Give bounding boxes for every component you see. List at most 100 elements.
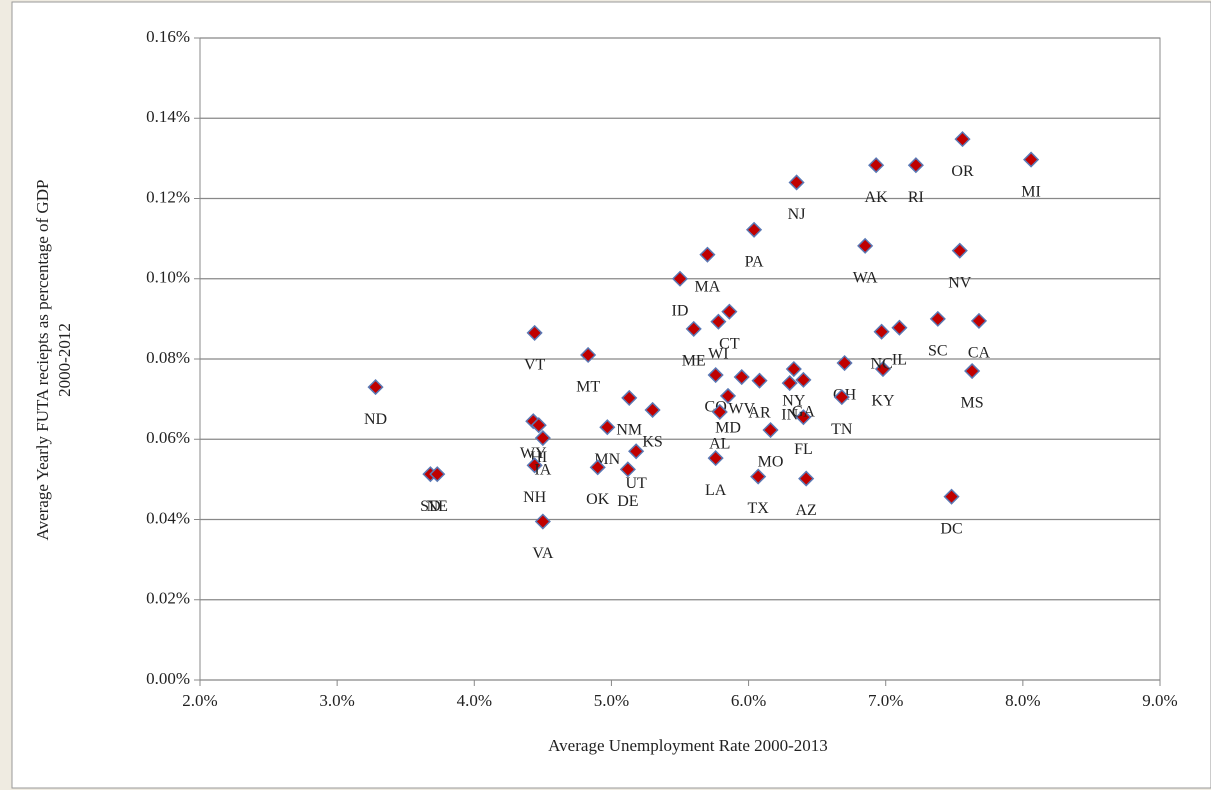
point (868, 157, 885, 174)
point-label: NH (523, 489, 547, 506)
point (628, 443, 645, 460)
point (707, 450, 724, 467)
point (762, 421, 779, 439)
point-label: MD (715, 420, 741, 437)
point (429, 466, 446, 483)
point (751, 372, 768, 389)
point (707, 366, 724, 384)
point-label: NV (948, 274, 972, 291)
x-tick-label: 9.0% (1142, 691, 1177, 710)
y-axis-title: Average Yearly FUTA reciepts as percenta… (33, 180, 74, 541)
x-tick-label: 2.0% (182, 691, 217, 710)
point-label: FL (794, 441, 813, 458)
point-label: AR (748, 404, 771, 421)
point (621, 389, 638, 406)
point-label: ND (364, 411, 387, 428)
y-tick-label: 0.14% (146, 107, 190, 126)
x-tick-label: 6.0% (731, 691, 766, 710)
point (526, 324, 543, 341)
point (891, 319, 908, 336)
point (580, 346, 597, 364)
point (943, 488, 960, 505)
y-tick-label: 0.16% (146, 27, 190, 46)
y-tick-label: 0.06% (146, 428, 190, 447)
point-label: AL (709, 436, 730, 453)
point-label: IN (781, 407, 798, 424)
point (733, 368, 750, 386)
point (530, 417, 547, 434)
point-label: OK (586, 491, 610, 508)
y-tick-label: 0.12% (146, 187, 190, 206)
point (788, 174, 805, 191)
point-label: MS (961, 395, 984, 412)
point-label: MT (576, 379, 600, 396)
point (951, 242, 968, 259)
point (781, 375, 798, 392)
point-label: AK (865, 189, 889, 206)
point-label: SD (420, 498, 440, 515)
point-label: OR (951, 163, 974, 180)
point-label: PA (745, 253, 764, 270)
x-tick-label: 3.0% (319, 691, 354, 710)
point-label: DC (940, 520, 962, 537)
point (671, 270, 689, 287)
point-label: NE (427, 498, 448, 515)
point (699, 246, 716, 263)
point (795, 409, 812, 426)
point-label: SC (928, 343, 948, 360)
point-label: VA (532, 545, 553, 562)
point-label: KS (642, 434, 662, 451)
point (907, 157, 924, 174)
point (599, 419, 616, 436)
y-tick-label: 0.04% (146, 508, 190, 527)
point-label: AZ (796, 502, 817, 519)
point-label: NC (870, 355, 892, 372)
point-label: LA (705, 482, 727, 499)
point-label: UT (625, 475, 647, 492)
x-axis-title: Average Unemployment Rate 2000-2013 (548, 736, 828, 755)
point (750, 468, 767, 485)
x-tick-label: 4.0% (457, 691, 492, 710)
point-label: KY (871, 393, 895, 410)
point-label: VT (524, 357, 546, 374)
point (644, 401, 661, 419)
point-label: RI (908, 189, 924, 206)
point (710, 313, 727, 330)
point (1023, 151, 1040, 168)
point-label: IL (892, 351, 907, 368)
point (534, 429, 551, 447)
point (526, 457, 543, 474)
point-label: WV (728, 401, 755, 418)
point (836, 354, 853, 372)
point-label: TX (748, 500, 770, 517)
point (685, 320, 702, 337)
point-label: IA (534, 462, 551, 479)
point (745, 221, 763, 238)
y-tick-label: 0.02% (146, 589, 190, 608)
point (970, 312, 988, 329)
point (719, 387, 737, 404)
point-label: WI (708, 345, 728, 362)
point (873, 323, 890, 340)
point (833, 389, 850, 406)
y-tick-label: 0.10% (146, 268, 190, 287)
point-label: WA (853, 270, 878, 287)
point (589, 459, 606, 476)
point-label: ME (682, 353, 706, 370)
point-label: CT (719, 335, 740, 352)
y-tick-label: 0.00% (146, 669, 190, 688)
point (711, 403, 728, 421)
y-axis-title-line: Average Yearly FUTA reciepts as percenta… (33, 180, 52, 541)
point (721, 303, 738, 320)
point (367, 379, 384, 396)
point-label: WY (520, 445, 547, 462)
point-label: MA (695, 278, 721, 295)
point (929, 310, 946, 327)
point (954, 131, 971, 148)
point-label: MI (1021, 183, 1041, 200)
x-tick-label: 8.0% (1005, 691, 1040, 710)
point (534, 513, 551, 530)
point-label: ID (672, 302, 689, 319)
